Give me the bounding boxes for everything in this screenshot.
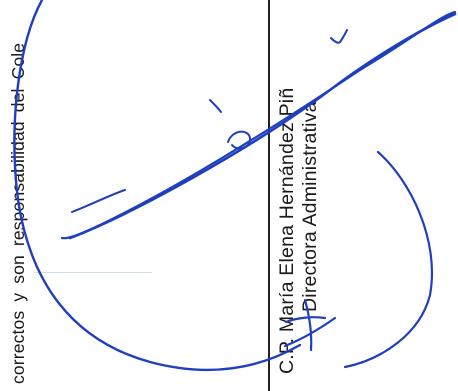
- signature-return-stroke: [60, 10, 457, 240]
- faint-scan-line: [34, 272, 152, 274]
- signature-check: [330, 29, 348, 44]
- signature-large-arc: [13, 0, 302, 371]
- signature-right-arc: [343, 150, 434, 369]
- signature-flourish-left: [71, 189, 126, 213]
- signature-rule-line: [268, 0, 270, 391]
- signature-cross-c: [283, 316, 337, 348]
- signature-cross-a: [284, 316, 327, 324]
- signature-tick: [209, 99, 222, 113]
- signature-small-loop: [227, 130, 252, 150]
- signature-cross-b: [303, 298, 313, 352]
